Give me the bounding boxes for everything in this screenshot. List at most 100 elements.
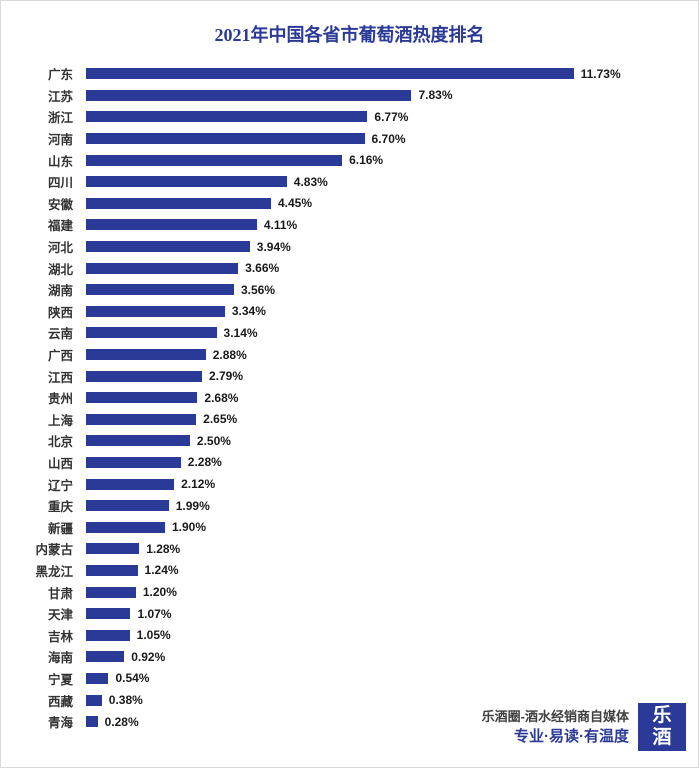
bar xyxy=(86,68,574,80)
category-label: 云南 xyxy=(47,327,73,342)
bar xyxy=(86,262,239,274)
bar-track: 1.99% xyxy=(86,495,688,517)
footer-text: 乐酒圈-酒水经销商自媒体 专业·易读·有温度 xyxy=(482,707,629,748)
category-label: 江西 xyxy=(47,370,73,385)
bar-track: 1.90% xyxy=(86,516,688,538)
bar xyxy=(86,564,138,576)
bar-row: 福建 4.11% xyxy=(11,214,688,236)
bar-track: 1.07% xyxy=(86,603,688,625)
category-label: 江苏 xyxy=(47,89,73,104)
category-label: 湖北 xyxy=(47,262,73,277)
category-label: 安徽 xyxy=(47,197,73,212)
bar-row: 山东 6.16% xyxy=(11,149,688,171)
bar-row: 江苏 7.83% xyxy=(11,85,688,107)
bar-row: 辽宁 2.12% xyxy=(11,473,688,495)
bar-row: 湖北 3.66% xyxy=(11,257,688,279)
category-label: 天津 xyxy=(47,608,73,623)
bar-row: 浙江 6.77% xyxy=(11,106,688,128)
category-label: 辽宁 xyxy=(47,478,73,493)
bar-track: 4.11% xyxy=(86,214,688,236)
bar xyxy=(86,133,365,145)
bar-track: 0.92% xyxy=(86,646,688,668)
category-label: 湖南 xyxy=(47,284,73,299)
category-label: 新疆 xyxy=(47,521,73,536)
bar-row: 吉林 1.05% xyxy=(11,624,688,646)
value-label: 0.92% xyxy=(131,649,166,664)
value-label: 1.07% xyxy=(137,606,172,621)
bar-row: 重庆 1.99% xyxy=(11,495,688,517)
brand-logo: 乐 酒 xyxy=(638,703,686,751)
value-label: 2.28% xyxy=(187,455,222,470)
bar-row: 新疆 1.90% xyxy=(11,516,688,538)
value-label: 3.56% xyxy=(240,282,276,297)
bar xyxy=(86,629,130,641)
bar-track: 0.38% xyxy=(86,689,688,711)
bar-track: 2.50% xyxy=(86,430,688,452)
bar xyxy=(86,89,412,101)
bar xyxy=(86,694,102,706)
category-label: 河南 xyxy=(47,133,73,148)
bar-track: 1.20% xyxy=(86,581,688,603)
bar-track: 0.54% xyxy=(86,668,688,690)
logo-char-top: 乐 xyxy=(652,705,672,727)
bar-row: 青海 0.28% xyxy=(11,711,688,733)
bar-row: 北京 2.50% xyxy=(11,430,688,452)
category-label: 甘肃 xyxy=(47,586,73,601)
bar-row: 甘肃 1.20% xyxy=(11,581,688,603)
chart-title: 2021年中国各省市葡萄酒热度排名 xyxy=(214,25,485,45)
bar xyxy=(86,349,206,361)
bar-row: 西藏 0.38% xyxy=(11,689,688,711)
bar-track: 4.45% xyxy=(86,193,688,215)
brand-description: 乐酒圈-酒水经销商自媒体 xyxy=(481,708,629,724)
category-label: 西藏 xyxy=(47,694,73,709)
value-label: 1.20% xyxy=(142,585,177,600)
value-label: 1.24% xyxy=(144,563,179,578)
bar-row: 云南 3.14% xyxy=(11,322,688,344)
bar-track: 6.16% xyxy=(86,149,688,171)
value-label: 3.34% xyxy=(231,304,266,319)
category-label: 广东 xyxy=(47,68,73,83)
bar-row: 江西 2.79% xyxy=(11,365,688,387)
bar-track: 0.28% xyxy=(86,711,688,733)
bar-track: 3.56% xyxy=(86,279,688,301)
bar-track: 2.68% xyxy=(86,387,688,409)
category-label: 浙江 xyxy=(47,111,73,126)
bar-row: 湖南 3.56% xyxy=(11,279,688,301)
bar-track: 7.83% xyxy=(86,85,688,107)
value-label: 6.77% xyxy=(374,109,409,124)
category-label: 广西 xyxy=(47,349,73,364)
value-label: 1.28% xyxy=(146,541,181,556)
bar-track: 4.83% xyxy=(86,171,688,193)
bar-row: 黑龙江 1.24% xyxy=(11,560,688,582)
bar-row: 山西 2.28% xyxy=(11,452,688,474)
bar xyxy=(86,284,234,296)
bar xyxy=(86,413,197,425)
bar-track: 3.14% xyxy=(86,322,688,344)
bar-track: 2.65% xyxy=(86,409,688,431)
bar xyxy=(86,241,250,253)
bar-row: 陕西 3.34% xyxy=(11,301,688,323)
bar xyxy=(86,543,140,555)
bar-chart-area: 广东 11.73% 江苏 7.83% 浙江 6.77% 河南 6.70% 山东 6.16% 四川 4.… xyxy=(1,59,698,732)
bar-track: 3.66% xyxy=(86,257,688,279)
value-label: 0.38% xyxy=(108,693,143,708)
value-label: 1.05% xyxy=(136,628,171,643)
value-label: 7.83% xyxy=(418,88,453,103)
footer-brand: 乐酒圈-酒水经销商自媒体 专业·易读·有温度 乐 酒 xyxy=(482,703,686,751)
value-label: 4.83% xyxy=(293,174,328,189)
bar xyxy=(86,370,202,382)
bar-row: 广东 11.73% xyxy=(11,63,688,85)
value-label: 2.50% xyxy=(196,433,231,448)
bar-track: 2.12% xyxy=(86,473,688,495)
bar-track: 1.05% xyxy=(86,624,688,646)
bar-row: 海南 0.92% xyxy=(11,646,688,668)
category-label: 陕西 xyxy=(47,305,73,320)
bar-track: 6.70% xyxy=(86,128,688,150)
category-label: 山东 xyxy=(47,154,73,169)
bar-row: 安徽 4.45% xyxy=(11,193,688,215)
bar-row: 贵州 2.68% xyxy=(11,387,688,409)
category-label: 河北 xyxy=(47,241,73,256)
bar xyxy=(86,456,181,468)
value-label: 0.28% xyxy=(104,714,139,729)
bar xyxy=(86,176,287,188)
